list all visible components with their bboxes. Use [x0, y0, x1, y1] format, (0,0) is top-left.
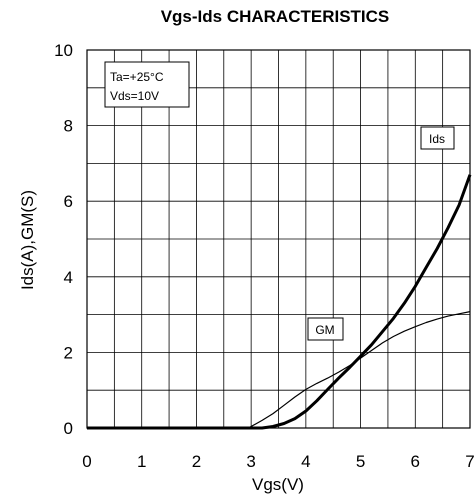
x-tick-label: 5: [356, 452, 365, 471]
x-tick-label: 4: [301, 452, 310, 471]
x-tick-label: 1: [137, 452, 146, 471]
series-line-gm: [87, 311, 471, 429]
x-tick-label: 3: [246, 452, 255, 471]
legend-gm: GM: [307, 317, 344, 341]
x-tick-label: 6: [411, 452, 420, 471]
series-lines: [87, 174, 472, 430]
y-tick-labels: 0 2 4 6 8 10: [54, 41, 73, 438]
plot-frame: [86, 49, 471, 429]
y-tick-label: 6: [64, 192, 73, 211]
conditions-box: Ta=+25°C Vds=10V: [104, 61, 190, 108]
y-tick-label: 2: [64, 343, 73, 362]
y-tick-label: 10: [54, 41, 73, 60]
y-tick-label: 8: [64, 117, 73, 136]
legend-gm-label: GM: [315, 323, 334, 337]
x-tick-label: 2: [192, 452, 201, 471]
legend-ids-label: Ids: [429, 132, 445, 146]
x-axis-label: Vgs(V): [252, 475, 304, 494]
x-tick-label: 7: [465, 452, 474, 471]
condition-vds: Vds=10V: [110, 89, 159, 103]
y-tick-label: 0: [64, 419, 73, 438]
condition-temperature: Ta=+25°C: [110, 70, 164, 84]
y-tick-label: 4: [64, 268, 73, 287]
series-line-ids: [87, 174, 472, 430]
x-tick-labels: 0 1 2 3 4 5 6 7: [82, 452, 474, 471]
y-axis-label: Ids(A),GM(S): [18, 190, 37, 290]
legend-ids: Ids: [420, 126, 455, 150]
x-tick-label: 0: [82, 452, 91, 471]
chart-title: Vgs-Ids CHARACTERISTICS: [161, 7, 390, 26]
